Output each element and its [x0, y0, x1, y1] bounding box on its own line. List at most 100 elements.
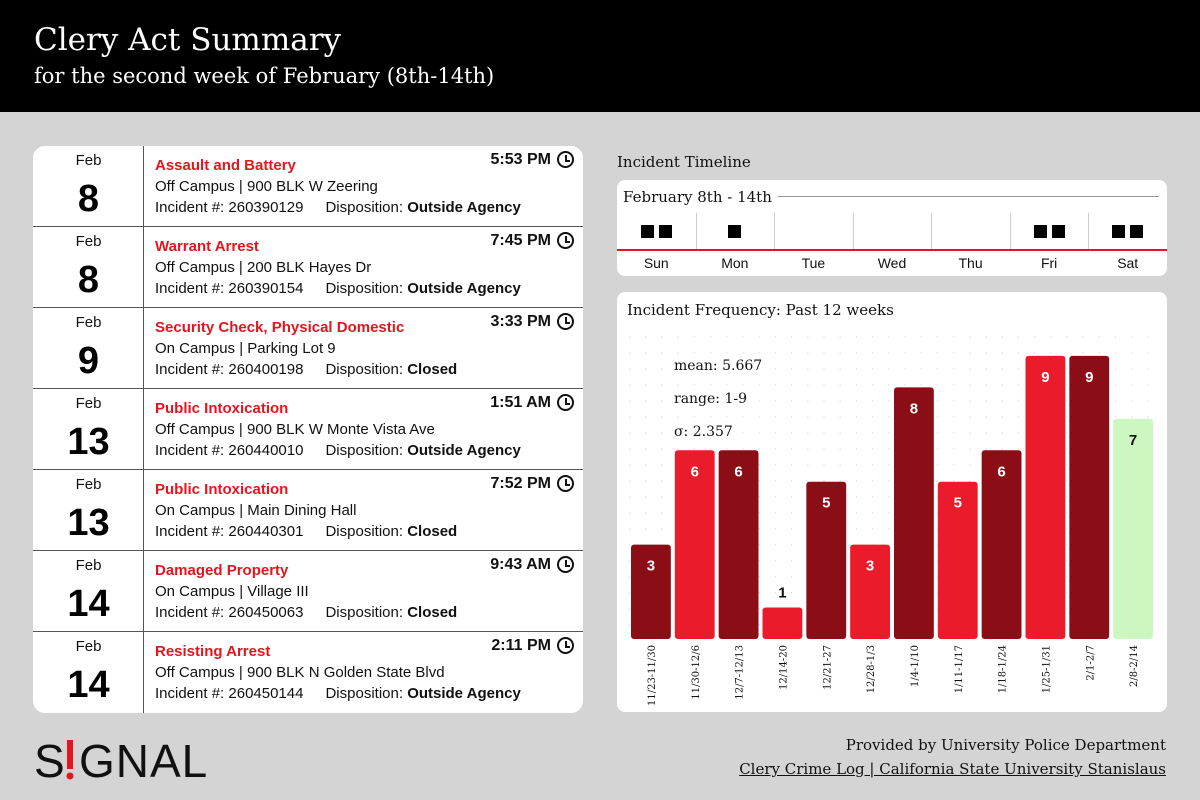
stat-range: range: 1-9: [674, 391, 748, 407]
bar-12/14-20: [762, 607, 803, 639]
incident-time: 5:53 PM: [490, 151, 551, 168]
incident-day: 8: [77, 259, 100, 301]
clock-icon: [557, 232, 574, 249]
incident-date: Feb 13: [33, 470, 144, 550]
bar-1/18-1/24: [981, 450, 1022, 639]
clock-icon: [557, 475, 574, 492]
bar-12/7-12/13: [718, 450, 759, 639]
bar-value-label: 3: [647, 558, 655, 575]
timeline-day-thu: Thu: [958, 255, 983, 271]
incident-date: Feb 8: [33, 227, 144, 307]
timeline-separator: [852, 213, 854, 249]
disposition-label: Disposition:: [325, 199, 404, 216]
timeline-day-fri: Fri: [1040, 255, 1058, 271]
incident-timeline: February 8th - 14th Sun Mon Tue Wed Thu Fri Sa…: [617, 180, 1167, 276]
incident-number-line: Incident #: 260440301 Disposition: Closed: [155, 523, 457, 540]
incident-type: Public Intoxication: [155, 481, 289, 498]
stat-sigma: σ: 2.357: [674, 424, 733, 440]
chart-grid: [629, 336, 1155, 626]
incident-type: Assault and Battery: [155, 157, 296, 174]
bar-value-label: 6: [734, 463, 742, 480]
credit-source-link[interactable]: Clery Crime Log | California State Unive…: [739, 760, 1166, 778]
incident-disposition: Closed: [407, 361, 458, 378]
bar-12/28-1/3: [850, 544, 890, 639]
timeline-incident-marker: [1130, 225, 1144, 238]
timeline-title: February 8th - 14th: [623, 188, 778, 206]
incident-number: Incident #: 260390129: [155, 199, 304, 216]
clock-icon: [557, 637, 574, 654]
incident-number-line: Incident #: 260390154 Disposition: Outsid…: [155, 280, 521, 297]
incident-disposition: Closed: [407, 523, 458, 540]
bar-1/25-1/31: [1025, 355, 1066, 639]
bar-12/21-27: [806, 481, 847, 639]
timeline-day-tue: Tue: [801, 255, 826, 271]
x-tick-label: 1/18-1/24: [998, 645, 1009, 693]
clock-icon: [557, 313, 574, 330]
timeline-axis: [617, 249, 1167, 251]
incident-location: On Campus | Village III: [155, 583, 309, 600]
timeline-incident-marker: [1112, 225, 1126, 238]
incident-row: Feb 13 Public Intoxication Off Campus | …: [33, 389, 583, 470]
incident-disposition: Closed: [407, 604, 458, 621]
bar-value-label: 6: [997, 463, 1005, 480]
bar-value-label: 6: [691, 463, 699, 480]
disposition-label: Disposition:: [325, 523, 404, 540]
incident-disposition: Outside Agency: [407, 199, 521, 216]
timeline-title-rule: [767, 196, 1159, 197]
incident-type: Damaged Property: [155, 562, 289, 579]
incident-date: Feb 8: [33, 146, 144, 226]
x-tick-label: 12/7-12/13: [735, 645, 746, 700]
incident-row: Feb 8 Assault and Battery Off Campus | 9…: [33, 146, 583, 227]
incident-type: Warrant Arrest: [155, 238, 259, 255]
incident-time: 7:52 PM: [490, 475, 551, 492]
svg-text:GNAL: GNAL: [79, 735, 208, 784]
timeline-incident-marker: [728, 225, 742, 238]
incident-date: Feb 14: [33, 632, 144, 713]
incident-location: Off Campus | 900 BLK N Golden State Blvd: [155, 664, 445, 681]
incident-number-line: Incident #: 260450144 Disposition: Outsid…: [155, 685, 521, 702]
incident-month: Feb: [75, 638, 102, 655]
incident-time: 2:11 PM: [491, 637, 551, 654]
incident-month: Feb: [75, 395, 102, 412]
incident-number: Incident #: 260450144: [155, 685, 304, 702]
bar-value-label: 5: [954, 495, 962, 512]
timeline-separator: [774, 213, 776, 249]
bar-value-label: 8: [910, 400, 918, 417]
bar-value-label: 9: [1085, 369, 1093, 386]
bar-value-label: 9: [1041, 369, 1049, 386]
disposition-label: Disposition:: [325, 685, 404, 702]
page-title: Clery Act Summary: [34, 22, 342, 58]
stat-mean: mean: 5.667: [674, 358, 763, 374]
incident-location: Off Campus | 900 BLK W Zeering: [155, 178, 378, 195]
bar-1/11-1/17: [937, 481, 978, 639]
incident-date: Feb 9: [33, 308, 144, 388]
x-tick-label: 12/28-1/3: [866, 645, 877, 693]
timeline-day-mon: Mon: [721, 255, 749, 271]
bar-value-label: 1: [778, 585, 786, 602]
timeline-day-wed: Wed: [877, 255, 907, 271]
incident-number: Incident #: 260450063: [155, 604, 304, 621]
incident-location: Off Campus | 200 BLK Hayes Dr: [155, 259, 372, 276]
x-tick-label: 1/4-1/10: [910, 645, 921, 687]
incident-row: Feb 8 Warrant Arrest Off Campus | 200 BL…: [33, 227, 583, 308]
timeline-incident-marker: [640, 225, 654, 238]
timeline-separator: [1088, 213, 1090, 249]
incident-month: Feb: [75, 557, 102, 574]
incident-month: Feb: [75, 152, 102, 169]
bar-value-label: 5: [822, 495, 830, 512]
bar-2/1-2/7: [1069, 355, 1110, 639]
incident-row: Feb 13 Public Intoxication On Campus | M…: [33, 470, 583, 551]
bar-value-label: 3: [866, 558, 874, 575]
timeline-separator: [695, 213, 697, 249]
incident-location: On Campus | Main Dining Hall: [155, 502, 357, 519]
incident-time: 1:51 AM: [490, 394, 551, 411]
incident-location: Off Campus | 900 BLK W Monte Vista Ave: [155, 421, 435, 438]
incident-date: Feb 13: [33, 389, 144, 469]
x-tick-label: 2/1-2/7: [1085, 645, 1096, 681]
incident-number-line: Incident #: 260440010 Disposition: Outsid…: [155, 442, 521, 459]
incident-month: Feb: [75, 233, 102, 250]
incident-number-line: Incident #: 260400198 Disposition: Closed: [155, 361, 457, 378]
incident-day: 9: [77, 340, 100, 382]
page-subtitle: for the second week of February (8th-14t…: [34, 64, 495, 88]
disposition-label: Disposition:: [325, 361, 404, 378]
